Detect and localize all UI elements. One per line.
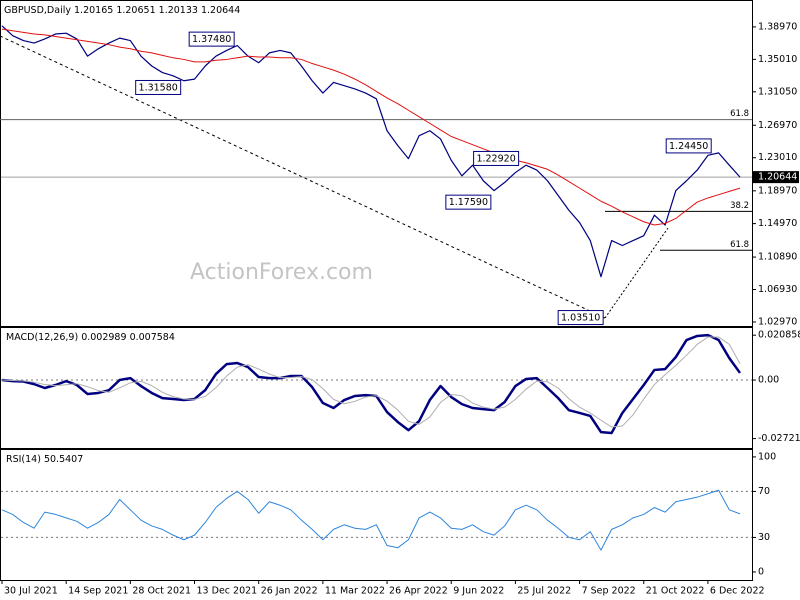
macd-panel bbox=[0, 327, 753, 449]
y-tick-label: 1.14970 bbox=[758, 218, 797, 229]
y-tick-label: 100 bbox=[758, 451, 776, 462]
annotation-label: 1.03510 bbox=[561, 313, 600, 324]
annotation-box bbox=[135, 79, 182, 95]
macd-value: 0.002989 bbox=[81, 332, 126, 343]
annotation-box bbox=[557, 310, 604, 326]
y-tick-label: 1.23010 bbox=[758, 152, 797, 163]
y-tick-label: -0.027213 bbox=[758, 433, 800, 444]
y-tick-label: 0.00 bbox=[758, 375, 779, 386]
y-tick-label: 1.38970 bbox=[758, 21, 797, 32]
series-line bbox=[1, 28, 741, 226]
annotation-box bbox=[473, 150, 520, 166]
x-tick-label: 26 Apr 2022 bbox=[389, 586, 448, 597]
x-tick-label: 25 Jul 2022 bbox=[517, 586, 571, 597]
rsi-header: RSI(14) 50.5407 bbox=[6, 454, 83, 465]
y-tick-label: 1.35010 bbox=[758, 54, 797, 65]
current-price-label: 1.20644 bbox=[758, 172, 797, 183]
level-label: 38.2 bbox=[730, 201, 749, 211]
x-tick-label: 9 Jun 2022 bbox=[453, 586, 504, 597]
x-tick-label: 30 Jul 2021 bbox=[4, 586, 58, 597]
y-tick-label: 1.26970 bbox=[758, 120, 797, 131]
annotation-label: 1.37480 bbox=[192, 34, 231, 45]
series-line bbox=[1, 25, 741, 278]
series-line bbox=[1, 333, 742, 435]
y-tick-label: 1.06930 bbox=[758, 284, 797, 295]
y-tick-label: 0 bbox=[758, 566, 764, 577]
macd-title: MACD(12,26,9) bbox=[6, 332, 78, 343]
rsi-title: RSI(14) bbox=[6, 454, 41, 465]
annotation-label: 1.17590 bbox=[449, 197, 488, 208]
annotation-label: 1.22920 bbox=[476, 153, 515, 164]
symbol-title: GBPUSD,Daily bbox=[4, 5, 71, 16]
y-tick-label: 30 bbox=[758, 532, 770, 543]
y-tick-label: 0.020858 bbox=[758, 330, 800, 341]
annotation-box bbox=[188, 31, 235, 47]
close: 1.20644 bbox=[201, 5, 240, 16]
series-line bbox=[1, 336, 741, 428]
annotation-label: 1.31580 bbox=[139, 82, 178, 93]
y-tick-label: 1.02970 bbox=[758, 316, 797, 327]
x-tick-label: 13 Dec 2021 bbox=[197, 586, 258, 597]
y-tick-label: 1.31050 bbox=[758, 86, 797, 97]
y-tick-label: 70 bbox=[758, 486, 770, 497]
signal-value: 0.007584 bbox=[130, 332, 175, 343]
series-line bbox=[1, 489, 741, 551]
y-tick-label: 1.10890 bbox=[758, 252, 797, 263]
annotation-label: 1.24450 bbox=[669, 141, 708, 152]
x-tick-label: 28 Oct 2021 bbox=[132, 586, 191, 597]
x-tick-label: 26 Jan 2022 bbox=[261, 586, 318, 597]
low: 1.20133 bbox=[159, 5, 198, 16]
annotation-box bbox=[445, 194, 492, 210]
price-header: GBPUSD,Daily 1.20165 1.20651 1.20133 1.2… bbox=[4, 5, 240, 16]
x-tick-label: 11 Mar 2022 bbox=[325, 586, 385, 597]
x-tick-label: 6 Dec 2022 bbox=[710, 586, 765, 597]
open: 1.20165 bbox=[74, 5, 113, 16]
annotation-box bbox=[665, 138, 712, 154]
price-panel bbox=[0, 0, 753, 327]
level-label: 61.8 bbox=[730, 240, 749, 250]
x-tick-label: 21 Oct 2022 bbox=[646, 586, 705, 597]
current-price-tag bbox=[753, 171, 799, 184]
x-tick-label: 14 Sep 2021 bbox=[68, 586, 128, 597]
rsi-value: 50.5407 bbox=[44, 454, 83, 465]
macd-header: MACD(12,26,9) 0.002989 0.007584 bbox=[6, 332, 175, 343]
rsi-panel bbox=[0, 449, 753, 581]
watermark: ActionForex.com bbox=[190, 260, 373, 285]
y-tick-label: 1.18970 bbox=[758, 185, 797, 196]
level-label: 61.8 bbox=[730, 109, 749, 119]
x-tick-label: 7 Sep 2022 bbox=[582, 586, 636, 597]
high: 1.20651 bbox=[116, 5, 155, 16]
